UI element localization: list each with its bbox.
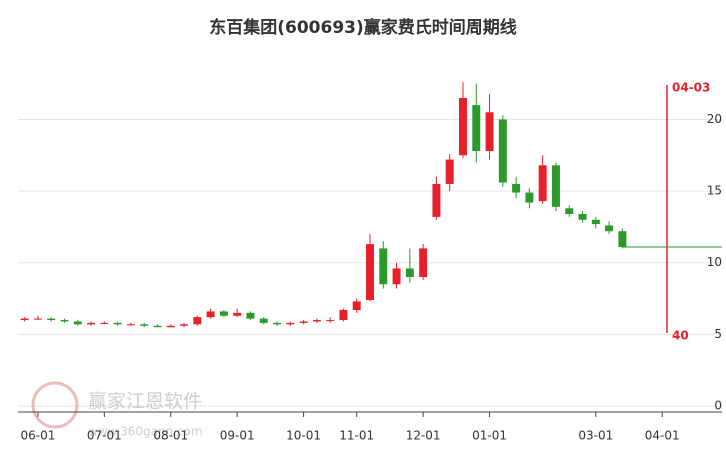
candle-body <box>286 322 295 325</box>
candle-body <box>193 317 202 325</box>
chart-title: 东百集团(600693)赢家费氏时间周期线 <box>209 17 517 38</box>
candle-body <box>113 322 122 325</box>
x-tick-label: 09-01 <box>220 429 255 443</box>
candle-body <box>326 320 335 322</box>
candle-body <box>352 301 361 311</box>
x-tick-label: 11-01 <box>339 429 374 443</box>
candle-body <box>206 311 215 318</box>
candle-body <box>73 321 82 325</box>
x-tick-label: 07-01 <box>87 429 122 443</box>
candle-body <box>180 324 189 326</box>
candle-body <box>605 225 614 232</box>
candle-body <box>166 325 175 328</box>
candle-body <box>153 325 162 328</box>
candle-body <box>445 159 454 184</box>
candle-body <box>538 165 547 202</box>
candle-body <box>565 208 574 215</box>
candle-body <box>140 324 149 326</box>
candle-body <box>246 312 255 319</box>
x-tick-label: 12-01 <box>406 429 441 443</box>
y-tick-label: 20 <box>707 112 722 126</box>
candle-body <box>432 183 441 217</box>
candle-body <box>591 219 600 225</box>
candle-body <box>339 310 348 321</box>
candle-body <box>259 318 268 323</box>
candle-body <box>273 322 282 325</box>
candle-body <box>578 214 587 220</box>
candle-body <box>299 321 308 323</box>
watermark-logo <box>31 381 79 429</box>
y-tick-label: 5 <box>714 327 722 341</box>
candle-body <box>485 112 494 151</box>
watermark: 赢家江恩软件 www.360gann.com <box>31 381 203 439</box>
candle-body <box>100 322 109 324</box>
candle-body <box>87 322 96 325</box>
x-tick-label: 01-01 <box>472 429 507 443</box>
candle-body <box>233 312 242 316</box>
candle-body <box>379 248 388 285</box>
watermark-text: 赢家江恩软件 <box>88 391 202 413</box>
candle-body <box>392 268 401 285</box>
x-tick-label: 03-01 <box>578 429 613 443</box>
y-tick-label: 10 <box>707 255 722 269</box>
x-tick-label: 10-01 <box>286 429 321 443</box>
watermark-url: www.360gann.com <box>88 425 203 439</box>
candle-body <box>405 268 414 278</box>
candle-body <box>458 97 467 156</box>
candle-body <box>33 318 42 320</box>
x-tick-label: 04-01 <box>645 429 680 443</box>
y-tick-label: 0 <box>714 399 722 413</box>
candle-body <box>366 244 374 300</box>
marker-date: 04-03 <box>672 81 710 95</box>
candle-body <box>419 248 428 278</box>
candle-body <box>498 119 507 183</box>
candle-body <box>126 324 135 326</box>
candle-body <box>60 320 69 322</box>
candle-body <box>618 231 627 247</box>
marker-count: 40 <box>672 329 689 343</box>
candle-body <box>472 105 481 151</box>
candle-body <box>512 183 521 193</box>
candle-body <box>20 318 29 321</box>
y-tick-label: 15 <box>707 184 722 198</box>
x-tick-label: 06-01 <box>20 429 55 443</box>
candle-body <box>525 192 534 203</box>
candle-body <box>219 311 228 316</box>
candle-body <box>312 320 321 322</box>
candle-body <box>551 165 560 207</box>
x-tick-label: 08-01 <box>153 429 188 443</box>
candle-body <box>47 318 56 321</box>
